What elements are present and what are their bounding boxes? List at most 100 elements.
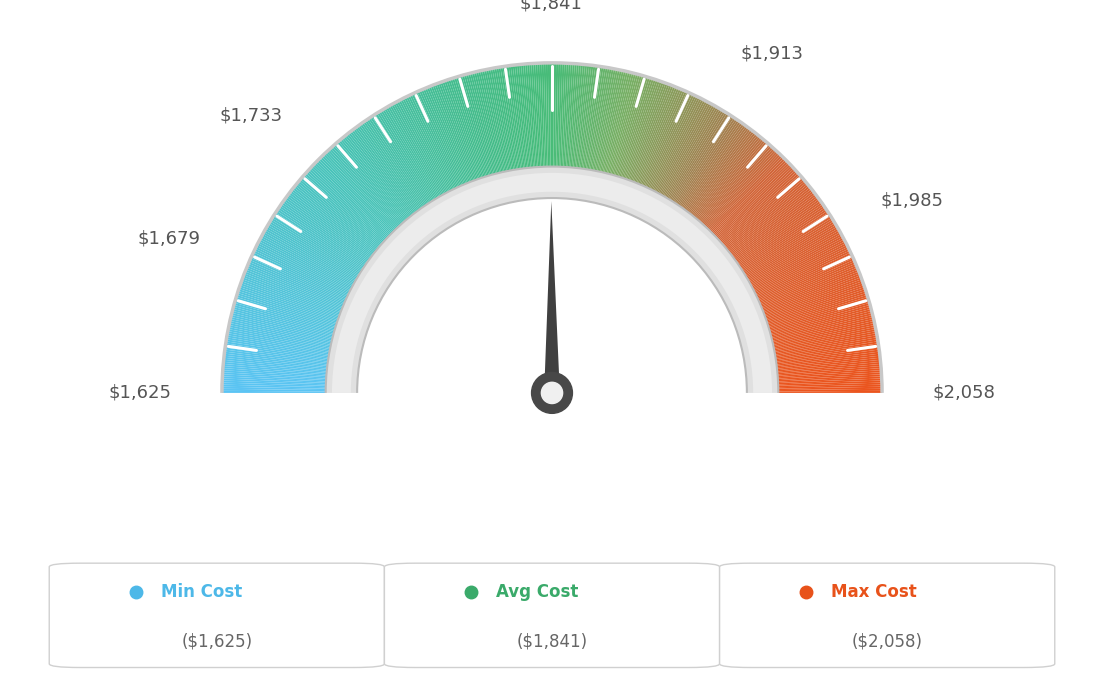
Wedge shape bbox=[751, 234, 842, 285]
Wedge shape bbox=[330, 147, 401, 225]
Wedge shape bbox=[410, 95, 456, 189]
Wedge shape bbox=[773, 319, 874, 344]
Wedge shape bbox=[731, 190, 814, 255]
Wedge shape bbox=[627, 81, 664, 180]
Wedge shape bbox=[223, 362, 327, 373]
Text: $1,841: $1,841 bbox=[519, 0, 582, 12]
Wedge shape bbox=[236, 295, 336, 327]
Wedge shape bbox=[700, 143, 768, 222]
Wedge shape bbox=[460, 75, 490, 175]
Wedge shape bbox=[626, 81, 661, 179]
Wedge shape bbox=[711, 158, 785, 233]
Wedge shape bbox=[609, 74, 638, 175]
Wedge shape bbox=[769, 303, 870, 333]
Wedge shape bbox=[588, 67, 607, 170]
Wedge shape bbox=[656, 100, 705, 193]
Wedge shape bbox=[423, 88, 465, 185]
Wedge shape bbox=[637, 87, 678, 184]
Wedge shape bbox=[415, 92, 459, 187]
Wedge shape bbox=[450, 79, 484, 177]
Wedge shape bbox=[280, 204, 367, 264]
Wedge shape bbox=[286, 195, 371, 259]
Wedge shape bbox=[282, 202, 368, 264]
Wedge shape bbox=[514, 65, 528, 168]
Wedge shape bbox=[778, 372, 881, 380]
Wedge shape bbox=[550, 63, 552, 166]
Wedge shape bbox=[350, 131, 414, 214]
Wedge shape bbox=[556, 63, 561, 167]
Wedge shape bbox=[521, 64, 532, 168]
Wedge shape bbox=[255, 247, 349, 294]
Wedge shape bbox=[222, 374, 326, 382]
Wedge shape bbox=[301, 176, 381, 246]
Wedge shape bbox=[599, 70, 624, 172]
Wedge shape bbox=[689, 130, 753, 213]
Wedge shape bbox=[749, 230, 840, 283]
Wedge shape bbox=[275, 213, 362, 270]
Text: $1,733: $1,733 bbox=[220, 106, 283, 124]
Wedge shape bbox=[736, 202, 822, 264]
Wedge shape bbox=[316, 161, 391, 235]
Wedge shape bbox=[426, 87, 467, 184]
Wedge shape bbox=[478, 71, 502, 172]
Wedge shape bbox=[742, 213, 829, 270]
Wedge shape bbox=[777, 362, 881, 373]
Wedge shape bbox=[769, 301, 870, 331]
Wedge shape bbox=[227, 331, 330, 352]
Wedge shape bbox=[401, 99, 449, 192]
Wedge shape bbox=[757, 255, 852, 299]
Wedge shape bbox=[576, 65, 590, 168]
Wedge shape bbox=[259, 237, 352, 288]
Wedge shape bbox=[767, 293, 867, 326]
Wedge shape bbox=[764, 277, 862, 315]
Wedge shape bbox=[290, 190, 373, 255]
Wedge shape bbox=[777, 353, 880, 367]
Wedge shape bbox=[582, 66, 597, 169]
Wedge shape bbox=[713, 161, 788, 235]
Wedge shape bbox=[340, 139, 407, 219]
Wedge shape bbox=[385, 107, 439, 197]
Wedge shape bbox=[343, 136, 410, 217]
Wedge shape bbox=[351, 130, 415, 213]
Wedge shape bbox=[224, 355, 327, 368]
Wedge shape bbox=[721, 173, 799, 244]
Wedge shape bbox=[254, 248, 349, 295]
Wedge shape bbox=[234, 303, 335, 333]
Wedge shape bbox=[307, 170, 385, 241]
Wedge shape bbox=[339, 140, 406, 220]
Wedge shape bbox=[553, 63, 556, 166]
Wedge shape bbox=[267, 225, 358, 279]
Wedge shape bbox=[703, 148, 775, 226]
Wedge shape bbox=[223, 368, 327, 377]
Wedge shape bbox=[548, 63, 551, 166]
Wedge shape bbox=[761, 264, 857, 306]
Wedge shape bbox=[644, 91, 687, 186]
Wedge shape bbox=[771, 309, 872, 337]
Wedge shape bbox=[247, 264, 343, 306]
Wedge shape bbox=[771, 307, 871, 335]
Wedge shape bbox=[310, 167, 388, 239]
Wedge shape bbox=[354, 127, 417, 212]
Wedge shape bbox=[360, 124, 422, 209]
Wedge shape bbox=[774, 327, 875, 349]
Wedge shape bbox=[690, 131, 754, 214]
Wedge shape bbox=[399, 100, 448, 193]
Wedge shape bbox=[766, 287, 866, 322]
Wedge shape bbox=[762, 270, 859, 310]
Wedge shape bbox=[640, 89, 683, 185]
Wedge shape bbox=[223, 364, 327, 375]
Wedge shape bbox=[776, 348, 879, 363]
Wedge shape bbox=[319, 158, 393, 233]
Wedge shape bbox=[763, 273, 860, 313]
Wedge shape bbox=[665, 107, 719, 197]
Wedge shape bbox=[773, 321, 874, 345]
Wedge shape bbox=[755, 248, 850, 295]
Wedge shape bbox=[631, 83, 670, 181]
Wedge shape bbox=[229, 327, 330, 349]
Wedge shape bbox=[222, 378, 326, 384]
Wedge shape bbox=[363, 121, 424, 208]
Wedge shape bbox=[446, 79, 480, 179]
Wedge shape bbox=[406, 96, 453, 190]
Wedge shape bbox=[765, 281, 863, 317]
Wedge shape bbox=[391, 104, 443, 195]
